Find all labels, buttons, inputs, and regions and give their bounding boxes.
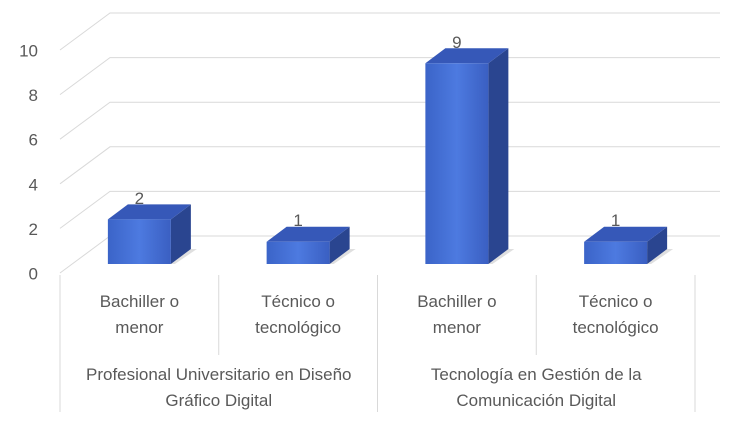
data-label: 1 bbox=[611, 211, 620, 230]
group-label: Profesional Universitario en Diseño Gráf… bbox=[85, 365, 352, 410]
bar-front bbox=[425, 63, 489, 264]
y-tick-label: 8 bbox=[29, 86, 38, 105]
data-label: 9 bbox=[452, 33, 461, 52]
y-tick-label: 2 bbox=[29, 220, 38, 239]
data-label: 2 bbox=[135, 189, 144, 208]
bar-top bbox=[425, 48, 509, 64]
data-label: 1 bbox=[293, 211, 302, 230]
bar-top bbox=[266, 226, 350, 242]
category-label: Bachiller o menor bbox=[99, 292, 180, 337]
y-tick-label: 0 bbox=[29, 264, 38, 283]
category-label: Técnico o tecnológico bbox=[255, 292, 342, 337]
bar bbox=[425, 48, 509, 264]
bar-side bbox=[647, 226, 668, 264]
category-label: Técnico o tecnológico bbox=[572, 292, 659, 337]
bar-front bbox=[107, 219, 171, 264]
grid-line bbox=[59, 146, 720, 185]
bar-front bbox=[584, 241, 648, 264]
group-label: Tecnología en Gestión de la Comunicación… bbox=[430, 365, 642, 410]
bar bbox=[266, 226, 350, 264]
bar-side bbox=[329, 226, 350, 264]
bar-top bbox=[584, 226, 668, 242]
bar-side bbox=[170, 204, 191, 264]
grid-line bbox=[59, 12, 720, 51]
category-label: Bachiller o menor bbox=[417, 292, 497, 337]
bar bbox=[107, 204, 191, 264]
y-tick-label: 6 bbox=[29, 131, 38, 150]
grid-line bbox=[59, 101, 720, 140]
grid-line bbox=[59, 57, 720, 96]
y-tick-label: 10 bbox=[19, 41, 38, 60]
bar bbox=[584, 226, 668, 264]
grid-line bbox=[59, 190, 720, 229]
bar-top bbox=[107, 204, 191, 220]
bar-side bbox=[488, 48, 509, 264]
y-tick-label: 4 bbox=[29, 175, 38, 194]
bar-front bbox=[266, 241, 330, 264]
